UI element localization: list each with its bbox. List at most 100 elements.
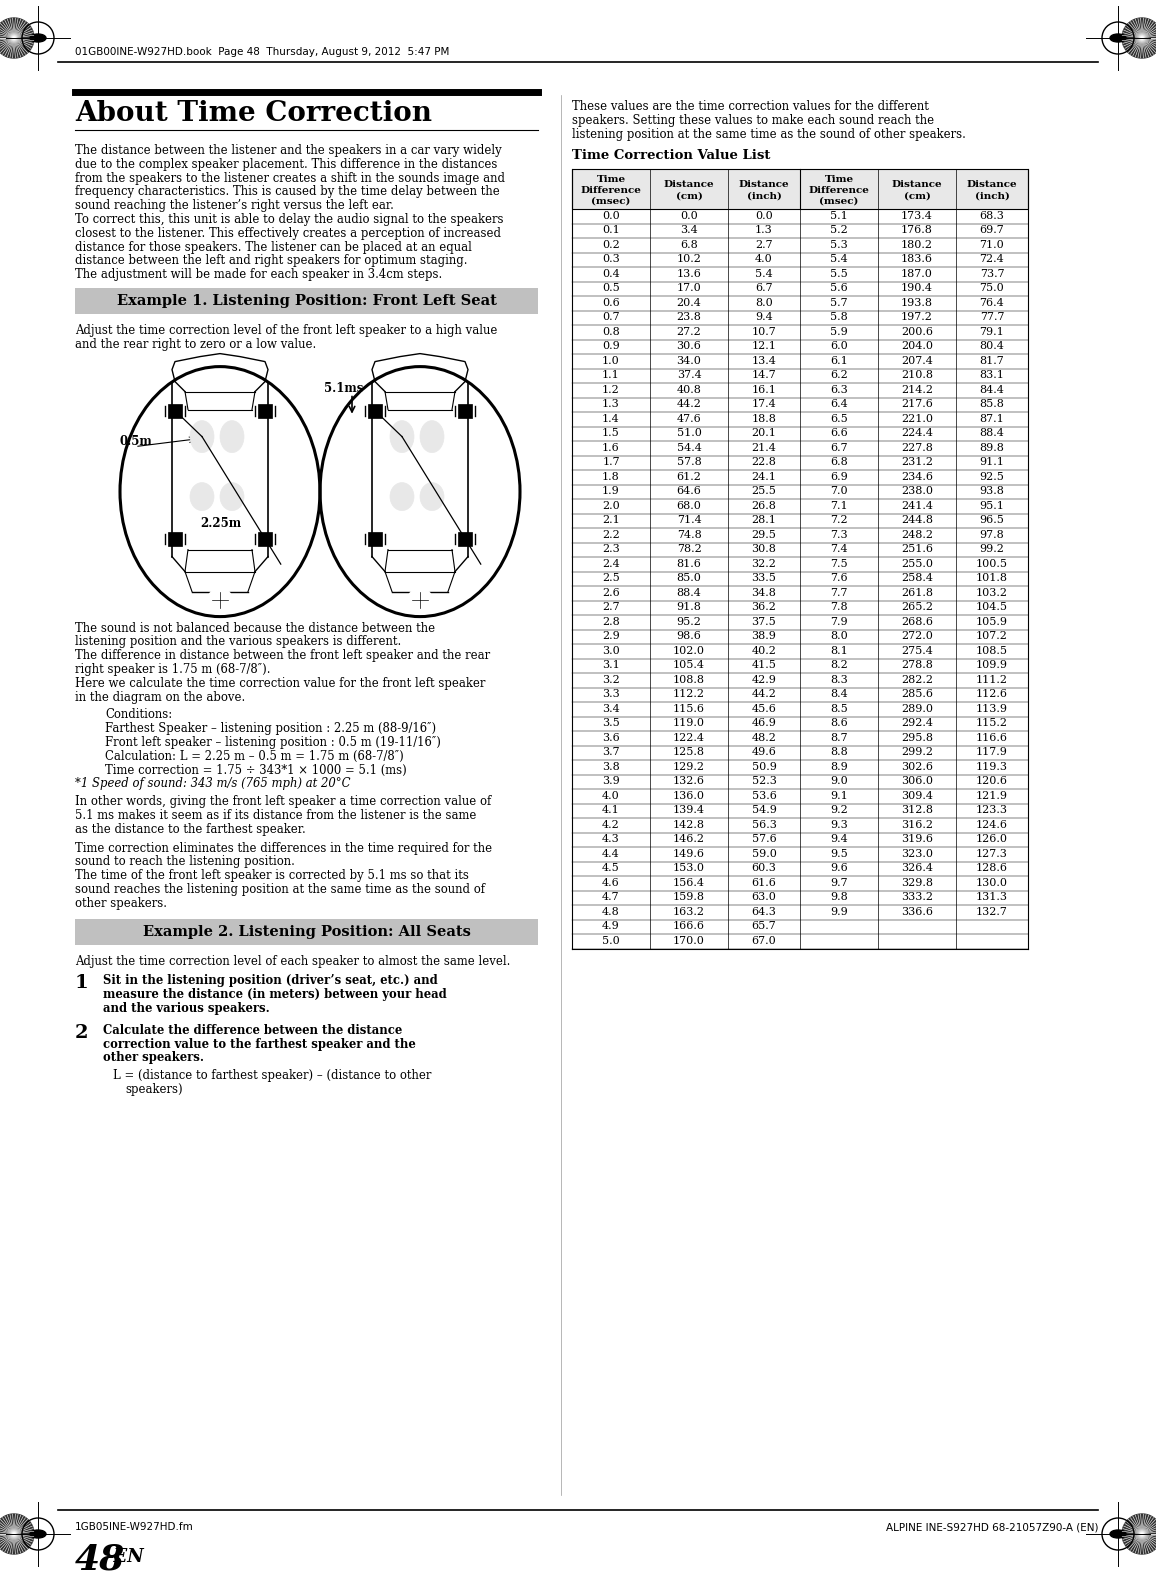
Text: 88.4: 88.4 bbox=[676, 588, 702, 597]
Text: 132.7: 132.7 bbox=[976, 907, 1008, 916]
Text: 37.5: 37.5 bbox=[751, 616, 777, 627]
Text: 2.2: 2.2 bbox=[602, 530, 620, 539]
Text: and the rear right to zero or a low value.: and the rear right to zero or a low valu… bbox=[75, 338, 317, 351]
Text: 25.5: 25.5 bbox=[751, 486, 777, 497]
Text: 77.7: 77.7 bbox=[980, 313, 1005, 322]
Text: The difference in distance between the front left speaker and the rear: The difference in distance between the f… bbox=[75, 649, 490, 662]
Text: 97.8: 97.8 bbox=[979, 530, 1005, 539]
Text: 159.8: 159.8 bbox=[673, 893, 705, 902]
Text: measure the distance (in meters) between your head: measure the distance (in meters) between… bbox=[103, 989, 446, 1001]
Text: 227.8: 227.8 bbox=[901, 443, 933, 453]
Text: The adjustment will be made for each speaker in 3.4cm steps.: The adjustment will be made for each spe… bbox=[75, 269, 443, 281]
Text: 2.5: 2.5 bbox=[602, 574, 620, 583]
Text: 251.6: 251.6 bbox=[901, 544, 933, 555]
Text: 92.5: 92.5 bbox=[979, 472, 1005, 483]
Text: L = (distance to farthest speaker) – (distance to other: L = (distance to farthest speaker) – (di… bbox=[113, 1069, 431, 1082]
Text: 2.7: 2.7 bbox=[755, 241, 773, 250]
Bar bbox=[368, 404, 381, 418]
Text: 139.4: 139.4 bbox=[673, 805, 705, 816]
Text: 8.6: 8.6 bbox=[830, 718, 847, 728]
Text: 214.2: 214.2 bbox=[901, 385, 933, 395]
Text: 142.8: 142.8 bbox=[673, 821, 705, 830]
Text: 149.6: 149.6 bbox=[673, 849, 705, 858]
Text: 24.1: 24.1 bbox=[751, 472, 777, 483]
Text: 95.2: 95.2 bbox=[676, 616, 702, 627]
Text: 306.0: 306.0 bbox=[901, 777, 933, 786]
Text: and the various speakers.: and the various speakers. bbox=[103, 1001, 269, 1016]
Bar bbox=[168, 531, 181, 545]
Text: 316.2: 316.2 bbox=[901, 821, 933, 830]
Text: 5.1 ms makes it seem as if its distance from the listener is the same: 5.1 ms makes it seem as if its distance … bbox=[75, 810, 476, 822]
Text: 123.3: 123.3 bbox=[976, 805, 1008, 816]
Text: 105.9: 105.9 bbox=[976, 616, 1008, 627]
Text: Farthest Speaker – listening position : 2.25 m (88-9/16″): Farthest Speaker – listening position : … bbox=[105, 722, 436, 736]
Text: 80.4: 80.4 bbox=[979, 341, 1005, 352]
Text: 8.9: 8.9 bbox=[830, 762, 847, 772]
Text: 3.3: 3.3 bbox=[602, 690, 620, 700]
Text: 2.3: 2.3 bbox=[602, 544, 620, 555]
Text: 302.6: 302.6 bbox=[901, 762, 933, 772]
Text: The time of the front left speaker is corrected by 5.1 ms so that its: The time of the front left speaker is co… bbox=[75, 869, 469, 882]
Text: 204.0: 204.0 bbox=[901, 341, 933, 352]
Text: 81.7: 81.7 bbox=[979, 355, 1005, 366]
Text: 333.2: 333.2 bbox=[901, 893, 933, 902]
Text: Distance: Distance bbox=[739, 181, 790, 189]
Text: right speaker is 1.75 m (68-7/8″).: right speaker is 1.75 m (68-7/8″). bbox=[75, 663, 271, 676]
Text: 238.0: 238.0 bbox=[901, 486, 933, 497]
Polygon shape bbox=[1122, 1514, 1156, 1555]
Text: 217.6: 217.6 bbox=[901, 399, 933, 409]
Text: 17.4: 17.4 bbox=[751, 399, 777, 409]
Text: 98.6: 98.6 bbox=[676, 632, 702, 641]
Text: 17.0: 17.0 bbox=[676, 283, 702, 294]
Text: 71.4: 71.4 bbox=[676, 516, 702, 525]
Text: 3.6: 3.6 bbox=[602, 733, 620, 744]
Text: 5.1: 5.1 bbox=[830, 211, 847, 222]
Text: 1.9: 1.9 bbox=[602, 486, 620, 497]
Text: Distance: Distance bbox=[966, 181, 1017, 189]
Text: 0.0: 0.0 bbox=[680, 211, 698, 222]
Text: 6.3: 6.3 bbox=[830, 385, 847, 395]
Text: 8.2: 8.2 bbox=[830, 660, 847, 670]
Text: 1.0: 1.0 bbox=[602, 355, 620, 366]
Text: 323.0: 323.0 bbox=[901, 849, 933, 858]
Text: 73.7: 73.7 bbox=[979, 269, 1005, 278]
Text: 50.9: 50.9 bbox=[751, 762, 777, 772]
Text: 180.2: 180.2 bbox=[901, 241, 933, 250]
Text: 6.8: 6.8 bbox=[830, 457, 847, 467]
Text: 9.4: 9.4 bbox=[755, 313, 773, 322]
Text: Calculation: L = 2.25 m – 0.5 m = 1.75 m (68-7/8″): Calculation: L = 2.25 m – 0.5 m = 1.75 m… bbox=[105, 750, 403, 762]
Bar bbox=[258, 531, 272, 545]
Text: 10.2: 10.2 bbox=[676, 255, 702, 264]
Text: 241.4: 241.4 bbox=[901, 501, 933, 511]
Text: 3.1: 3.1 bbox=[602, 660, 620, 670]
Text: 309.4: 309.4 bbox=[901, 791, 933, 800]
Text: 128.6: 128.6 bbox=[976, 863, 1008, 874]
Text: speakers. Setting these values to make each sound reach the: speakers. Setting these values to make e… bbox=[572, 113, 934, 127]
Text: 44.2: 44.2 bbox=[751, 690, 777, 700]
Text: 7.1: 7.1 bbox=[830, 501, 847, 511]
Text: 1.2: 1.2 bbox=[602, 385, 620, 395]
Text: 6.0: 6.0 bbox=[830, 341, 847, 352]
Text: 5.1ms: 5.1ms bbox=[324, 382, 363, 395]
Text: 69.7: 69.7 bbox=[979, 225, 1005, 236]
Text: 329.8: 329.8 bbox=[901, 877, 933, 888]
Text: -EN: -EN bbox=[106, 1548, 143, 1566]
Text: 93.8: 93.8 bbox=[979, 486, 1005, 497]
Text: 20.4: 20.4 bbox=[676, 299, 702, 308]
Text: 67.0: 67.0 bbox=[751, 935, 777, 946]
Text: 60.3: 60.3 bbox=[751, 863, 777, 874]
Text: 71.0: 71.0 bbox=[979, 241, 1005, 250]
Text: distance between the left and right speakers for optimum staging.: distance between the left and right spea… bbox=[75, 255, 467, 267]
Text: 0.6: 0.6 bbox=[602, 299, 620, 308]
Text: 49.6: 49.6 bbox=[751, 747, 777, 758]
Text: Adjust the time correction level of each speaker to almost the same level.: Adjust the time correction level of each… bbox=[75, 954, 511, 968]
Text: 3.2: 3.2 bbox=[602, 674, 620, 685]
Text: 88.4: 88.4 bbox=[979, 429, 1005, 439]
Ellipse shape bbox=[190, 421, 214, 453]
Ellipse shape bbox=[390, 421, 414, 453]
Text: 14.7: 14.7 bbox=[751, 371, 777, 380]
Text: 9.8: 9.8 bbox=[830, 893, 847, 902]
Text: frequency characteristics. This is caused by the time delay between the: frequency characteristics. This is cause… bbox=[75, 185, 499, 198]
Text: 44.2: 44.2 bbox=[676, 399, 702, 409]
Text: 268.6: 268.6 bbox=[901, 616, 933, 627]
